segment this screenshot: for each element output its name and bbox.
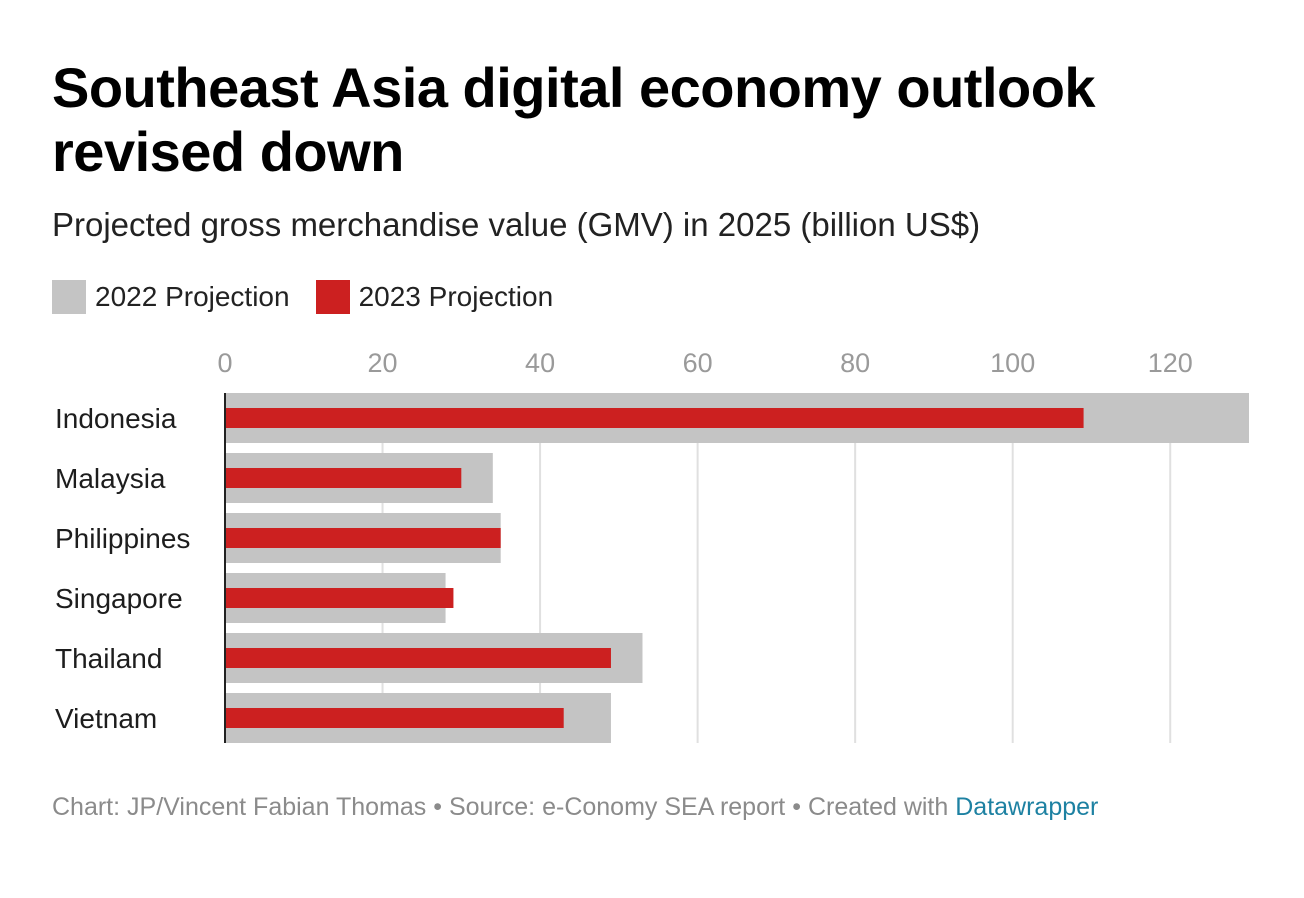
x-tick-label: 40 [525, 348, 555, 378]
category-label: Philippines [55, 523, 190, 554]
bar-2023-projection [225, 468, 462, 488]
bar-chart: 0 20 40 60 80 100 120 Indonesia Malaysia Philippi… [55, 348, 1249, 743]
bar-2023-projection [225, 408, 1084, 428]
category-label: Malaysia [55, 463, 166, 494]
chart-subtitle: Projected gross merchandise value (GMV) … [52, 206, 981, 243]
legend-label-2022: 2022 Projection [95, 281, 290, 312]
footer-created-with: Created with [807, 793, 949, 821]
x-tick-label: 60 [683, 348, 713, 378]
category-label: Singapore [55, 583, 183, 614]
footer-chart-label: Chart: [52, 793, 121, 821]
x-tick-label: 0 [217, 348, 232, 378]
footer-author: JP/Vincent Fabian Thomas [127, 793, 427, 821]
chart-title: Southeast Asia digital economy outlook r… [52, 56, 1096, 183]
legend-swatch-2022 [52, 280, 86, 314]
legend: 2022 Projection 2023 Projection [52, 280, 579, 314]
legend-item-2022: 2022 Projection [52, 280, 290, 314]
bar-2023-projection [225, 588, 454, 608]
x-tick-label: 80 [840, 348, 870, 378]
category-label: Indonesia [55, 403, 177, 434]
footer-source: e-Conomy SEA report [542, 793, 786, 821]
bar-2023-projection [225, 648, 611, 668]
bar-2023-projection [225, 528, 501, 548]
legend-swatch-2023 [315, 280, 350, 314]
bar-2023-projection [225, 708, 564, 728]
category-label: Vietnam [55, 703, 157, 734]
datawrapper-link[interactable]: Datawrapper [955, 793, 1099, 821]
footer-source-label: Source: [448, 793, 536, 821]
chart-footer: Chart: JP/Vincent Fabian Thomas • Source… [52, 793, 1098, 822]
category-label: Thailand [55, 643, 162, 674]
footer-separator: • [792, 793, 801, 821]
x-tick-label: 120 [1148, 348, 1193, 378]
x-tick-label: 20 [368, 348, 398, 378]
legend-item-2023: 2023 Projection [315, 280, 554, 314]
legend-label-2023: 2023 Projection [358, 281, 554, 312]
footer-separator: • [433, 793, 443, 821]
x-tick-label: 100 [990, 348, 1035, 378]
